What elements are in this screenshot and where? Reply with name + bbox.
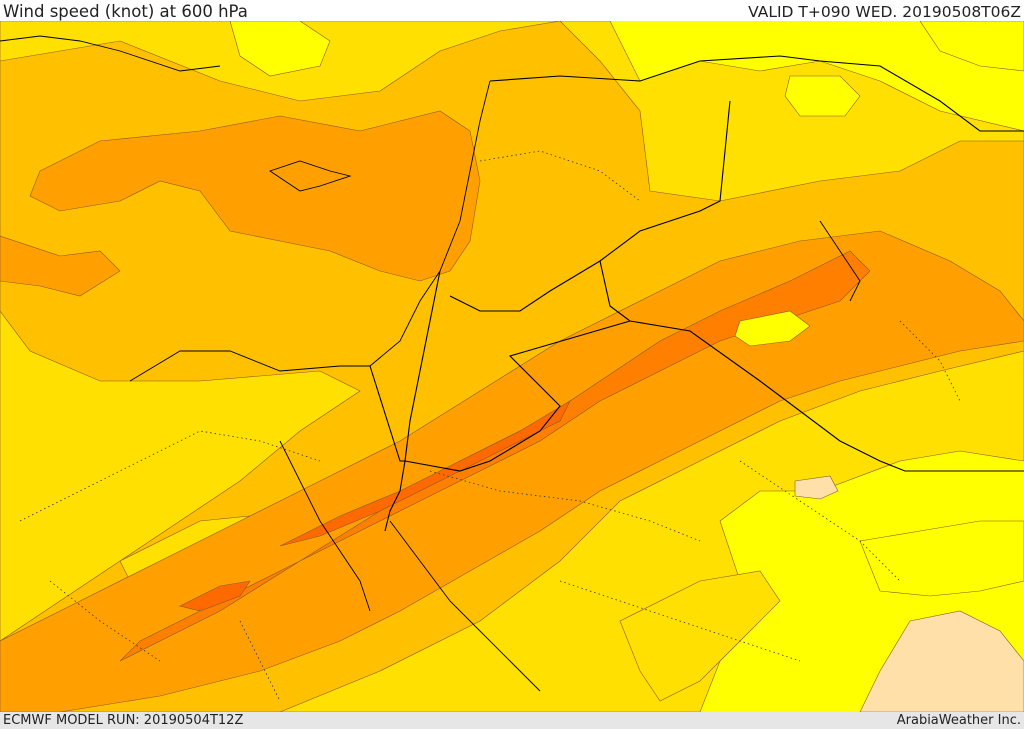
wind-patch-light-5 — [859, 520, 1024, 597]
wind-core-high-1 — [279, 400, 571, 547]
map-canvas — [0, 21, 1024, 712]
credit-text: ArabiaWeather Inc. — [896, 713, 1021, 728]
wind-band-mid-2 — [0, 235, 121, 297]
valid-time: VALID T+090 WED. 20190508T06Z — [748, 3, 1021, 21]
map-title: Wind speed (knot) at 600 hPa — [3, 2, 248, 21]
wind-core-high-2 — [179, 580, 251, 612]
country-borders — [369, 55, 1024, 532]
footer-bar: ECMWF MODEL RUN: 20190504T12Z ArabiaWeat… — [0, 712, 1024, 729]
wind-patch-light-3 — [919, 21, 1024, 72]
wind-speed-map — [0, 21, 1024, 712]
wind-patch-light-1 — [784, 75, 861, 117]
wind-patch-light-4 — [734, 310, 811, 347]
wind-patch-light-2 — [229, 21, 331, 77]
admin-boundaries — [19, 150, 961, 702]
wind-patch-very-light-2 — [859, 610, 1024, 712]
header-bar: Wind speed (knot) at 600 hPa VALID T+090… — [0, 0, 1024, 21]
wind-patch-very-light-1 — [794, 475, 839, 500]
wind-band-mid-1 — [29, 110, 481, 282]
wind-band-mid-3 — [0, 230, 1024, 712]
model-run: ECMWF MODEL RUN: 20190504T12Z — [3, 713, 244, 728]
coastlines — [0, 35, 861, 692]
